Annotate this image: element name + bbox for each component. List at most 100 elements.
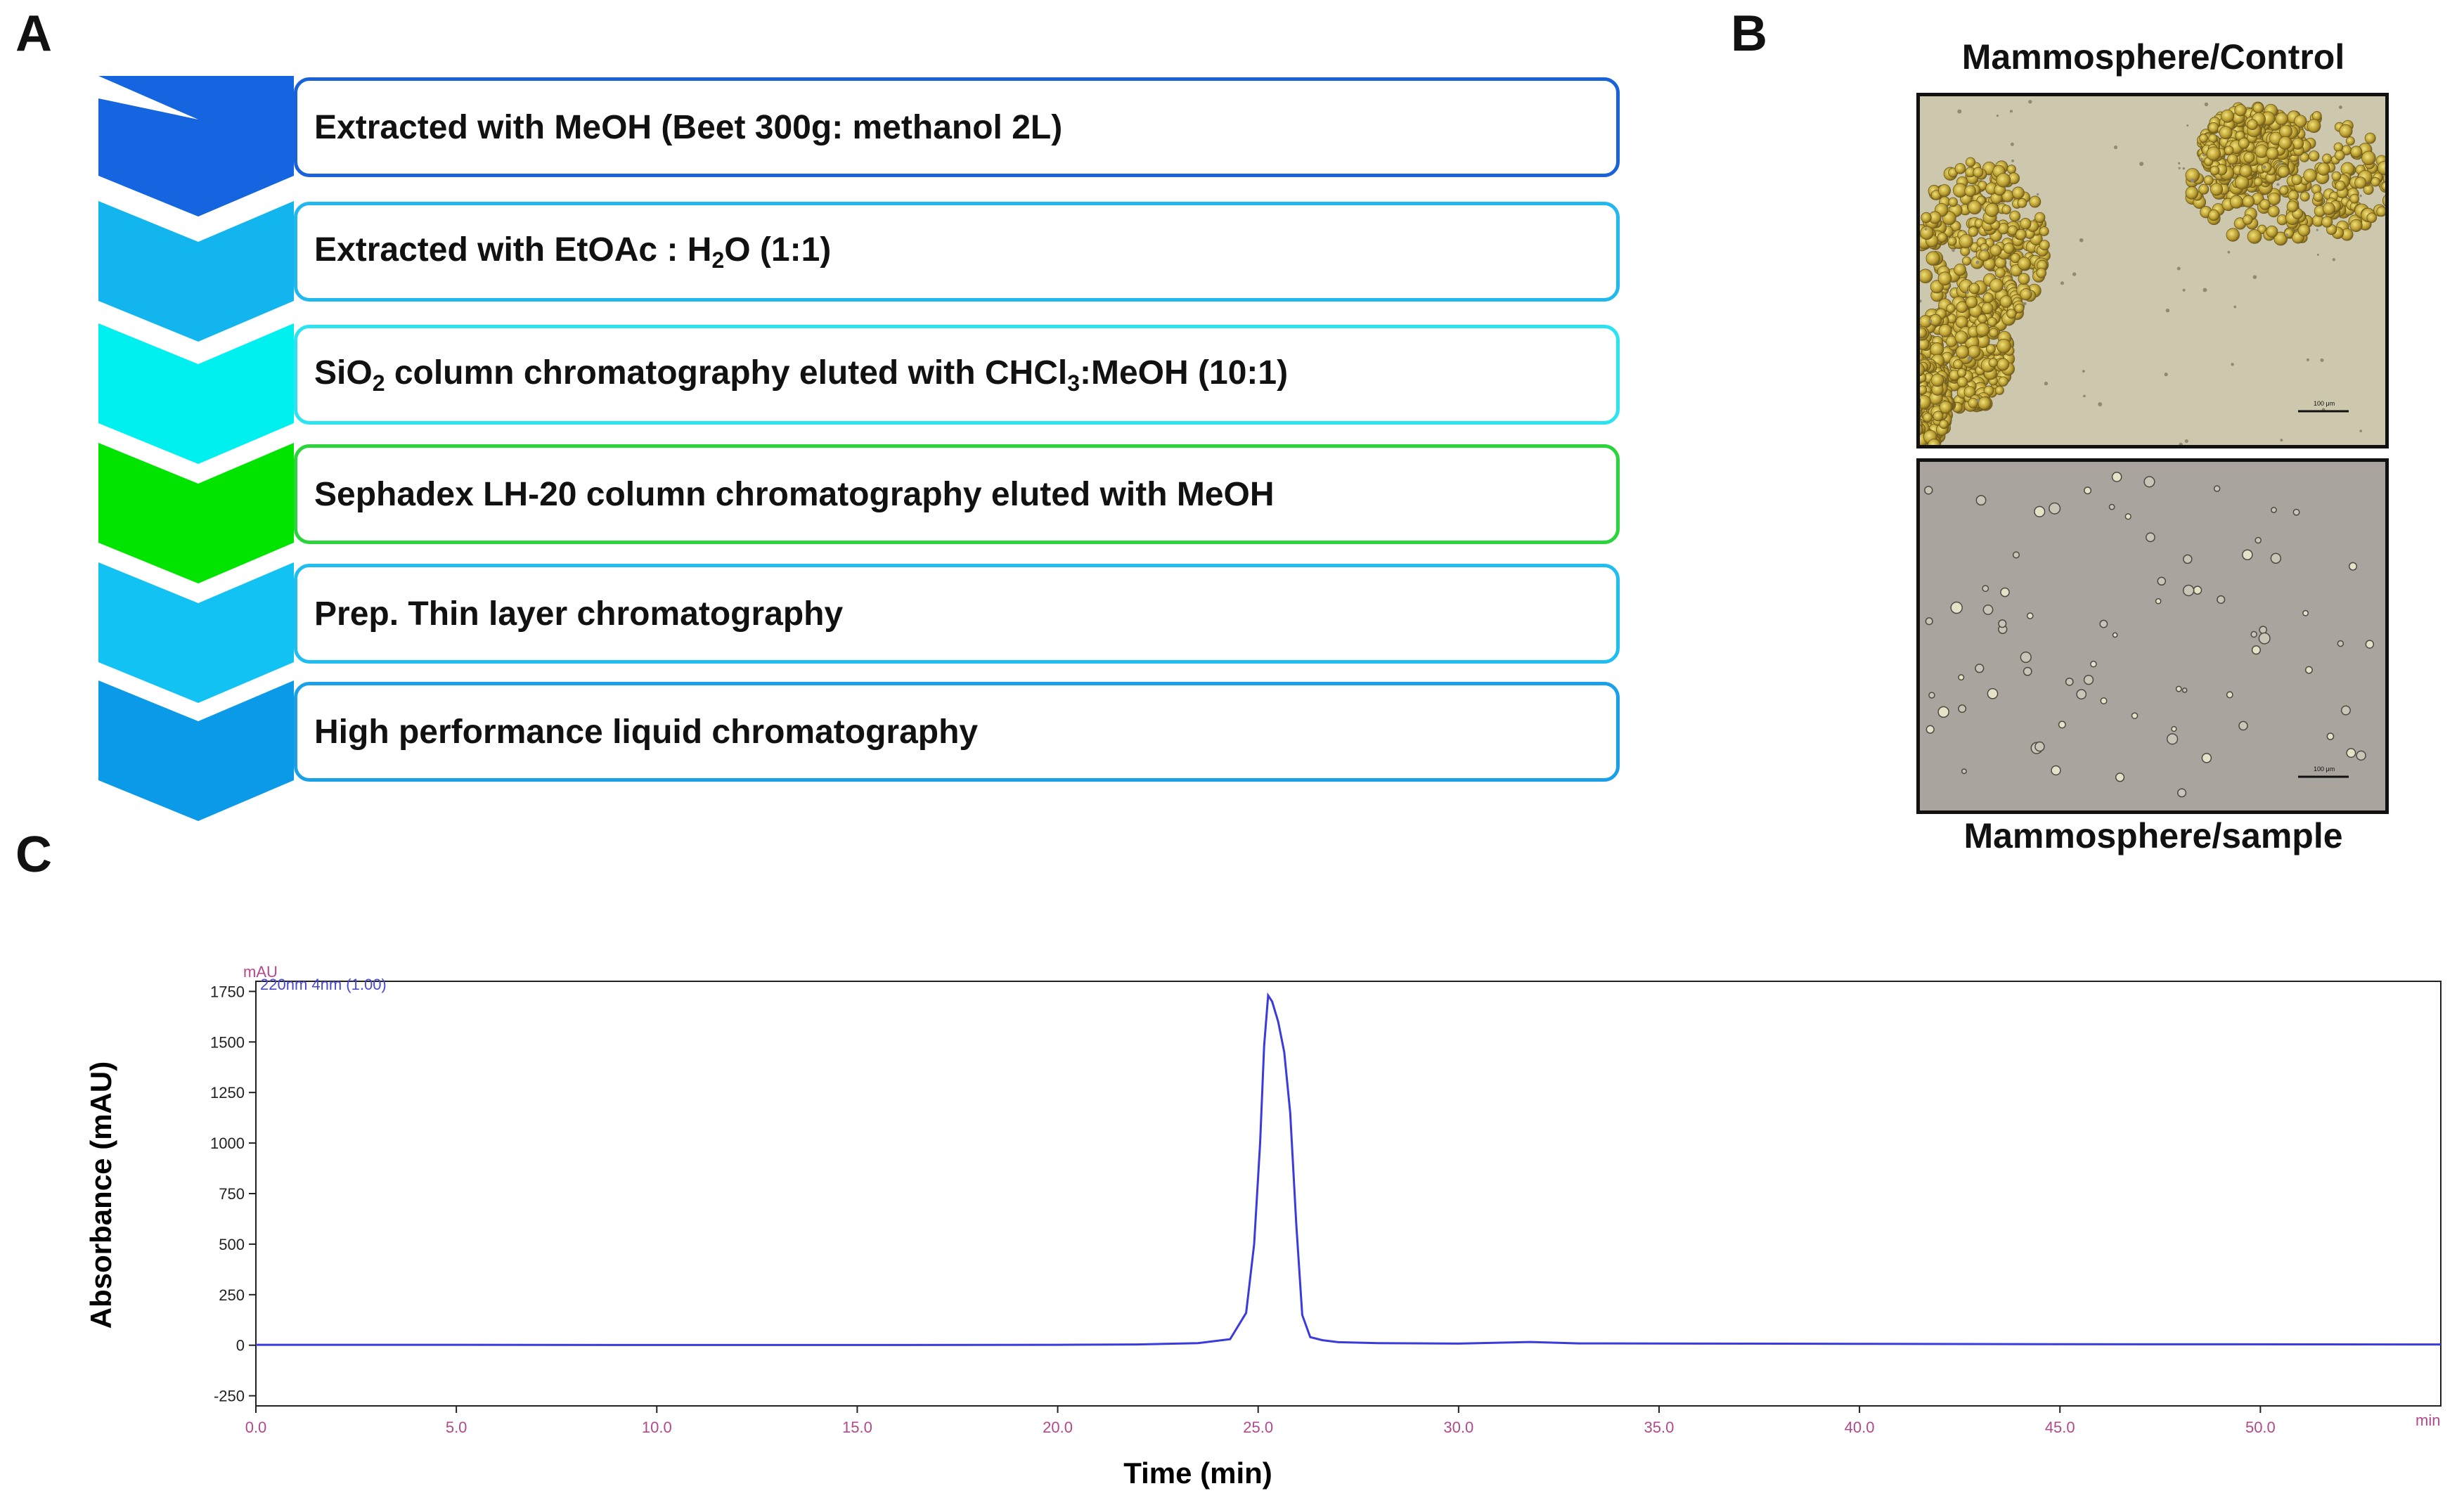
- cell: [2219, 126, 2233, 140]
- cell: [2221, 109, 2235, 123]
- x-tick-label: 20.0: [1043, 1419, 1073, 1436]
- cell: [1946, 304, 1956, 314]
- x-tick-label: 45.0: [2045, 1419, 2075, 1436]
- cell: [1975, 664, 1985, 673]
- debris: [2263, 165, 2266, 169]
- cell: [2175, 685, 2182, 692]
- cell: [2334, 150, 2345, 161]
- debris: [2306, 358, 2309, 361]
- cell: [2302, 609, 2309, 616]
- y-tick-label: 1000: [210, 1135, 245, 1152]
- debris: [2231, 363, 2234, 366]
- cell: [1978, 396, 1992, 411]
- cell: [1933, 411, 1944, 422]
- panel-label-b: B: [1731, 6, 1767, 62]
- cell: [1938, 184, 1951, 198]
- legend-label: 220nm 4nm (1.00): [260, 976, 387, 993]
- chromatogram-trace: [256, 992, 2442, 1346]
- debris: [2320, 358, 2324, 362]
- cell: [2255, 536, 2262, 544]
- cell: [2253, 177, 2263, 187]
- extraction-workflow: Extracted with MeOH (Beet 300g: methanol…: [0, 0, 1687, 844]
- cell: [2238, 721, 2248, 731]
- step-label: Extracted with MeOH (Beet 300g: methanol…: [314, 108, 1063, 146]
- debris: [2252, 275, 2257, 279]
- cell: [2029, 195, 2041, 208]
- step-chevron: [98, 201, 294, 342]
- cell: [2131, 712, 2139, 719]
- step-chevron: [98, 443, 294, 583]
- cell: [1965, 157, 1976, 167]
- workflow-step-3: SiO2 column chromatography eluted with C…: [294, 325, 1620, 425]
- cell: [1981, 302, 1994, 315]
- cell: [2297, 224, 2311, 237]
- cell: [2382, 195, 2385, 207]
- cell: [2226, 228, 2240, 242]
- cell: [2243, 214, 2253, 225]
- x-tick-label: 25.0: [1243, 1419, 1273, 1436]
- panel-label-c: C: [15, 827, 52, 883]
- cell: [1950, 601, 1963, 614]
- cell: [2017, 198, 2027, 208]
- cell: [1937, 271, 1952, 286]
- x-tick-label: 35.0: [1644, 1419, 1675, 1436]
- y-tick-label: 750: [219, 1185, 245, 1203]
- control-micrograph: 100 μm: [1916, 93, 2389, 448]
- x-tick-label: 40.0: [1845, 1419, 1875, 1436]
- cell: [2003, 243, 2015, 254]
- cell: [2143, 476, 2155, 488]
- cell: [2266, 225, 2278, 238]
- cell: [2018, 257, 2032, 271]
- cell: [1961, 256, 1971, 266]
- cell: [2313, 191, 2323, 202]
- cell: [2350, 146, 2363, 158]
- y-tick-label: 250: [219, 1286, 245, 1304]
- cell: [2255, 144, 2269, 158]
- cell: [2199, 134, 2208, 143]
- y-axis: -250 0 250 500 750 1000 1250 1500 1750: [210, 983, 256, 1405]
- cell: [1947, 236, 1957, 246]
- debris: [2079, 238, 2084, 243]
- cell: [2115, 773, 2125, 782]
- cell: [2294, 115, 2307, 128]
- cell: [2039, 226, 2049, 236]
- cell: [2259, 199, 2271, 210]
- cell: [2100, 697, 2108, 704]
- debris: [2278, 162, 2282, 166]
- cell: [1926, 251, 1940, 266]
- cell: [2371, 176, 2380, 187]
- step-chevron: [98, 680, 294, 821]
- debris: [2029, 290, 2032, 293]
- cell: [2317, 162, 2330, 176]
- debris: [2190, 179, 2195, 183]
- cell: [2238, 137, 2250, 149]
- debris: [2186, 124, 2189, 127]
- cell: [2166, 733, 2179, 745]
- cell: [2010, 252, 2021, 264]
- step-chevron: [98, 76, 294, 217]
- debris: [2011, 159, 2015, 162]
- cell: [2252, 102, 2264, 114]
- cell: [1985, 202, 1999, 217]
- cell: [2234, 175, 2250, 190]
- workflow-chevrons: [98, 76, 294, 821]
- x-axis: 0.0 5.0 10.0 15.0 20.0 25.0 30.0 35.0 40.0 45.0 50…: [245, 1406, 2276, 1436]
- debris: [2200, 157, 2203, 161]
- y-unit-label: mAU: [243, 963, 278, 981]
- cell: [2112, 632, 2118, 638]
- cell: [2348, 562, 2358, 571]
- debris: [2164, 372, 2168, 377]
- cell: [2377, 160, 2385, 176]
- sample-micrograph-title: Mammosphere/sample: [1963, 816, 2343, 855]
- cell: [1920, 385, 1928, 395]
- cell: [2267, 205, 2280, 218]
- debris: [2060, 281, 2064, 285]
- cell: [2124, 513, 2131, 520]
- cell: [2291, 174, 2302, 186]
- x-tick-label: 15.0: [842, 1419, 872, 1436]
- cell: [2034, 212, 2046, 224]
- cell: [1939, 401, 1952, 414]
- debris: [1996, 115, 1999, 117]
- x-tick-label: 30.0: [1443, 1419, 1473, 1436]
- scale-bar-label: 100 μm: [2314, 400, 2335, 407]
